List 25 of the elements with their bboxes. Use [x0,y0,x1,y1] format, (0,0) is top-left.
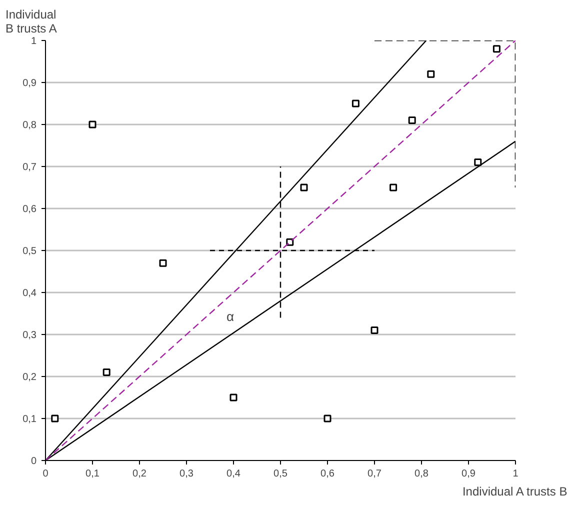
x-tick-label: 0 [42,468,49,480]
y-axis-title: Individual B trusts A [6,8,57,36]
x-tick-label: 0,6 [320,468,335,480]
x-axis-title: Individual A trusts B [462,484,568,498]
x-tick-label: 0,7 [368,468,382,480]
x-tick-label: 0,9 [462,468,476,480]
y-tick-label: 0,6 [22,204,37,215]
x-tick-label: 0,5 [274,468,288,480]
x-tick-label: 0,8 [414,468,429,480]
y-tick-label: 0,4 [22,288,37,299]
y-tick-label: 0,5 [22,246,37,257]
y-tick-label: 0,8 [22,120,37,131]
y-tick-label: 0,9 [22,78,37,89]
annotation: α [226,309,234,324]
x-tick-label: 0,4 [226,468,241,480]
y-tick-label: 0 [30,456,37,467]
x-tick-label: 0,3 [180,468,194,480]
y-tick-label: 0,7 [22,162,37,173]
x-tick-label: 1 [512,468,519,480]
y-tick-label: 0,3 [22,330,37,341]
x-tick-label: 0,1 [86,468,100,480]
x-tick-label: 0,2 [132,468,147,480]
y-tick-label: 0,2 [22,372,37,383]
y-tick-label: 0,1 [22,414,37,425]
y-tick-label: 1 [30,36,37,47]
